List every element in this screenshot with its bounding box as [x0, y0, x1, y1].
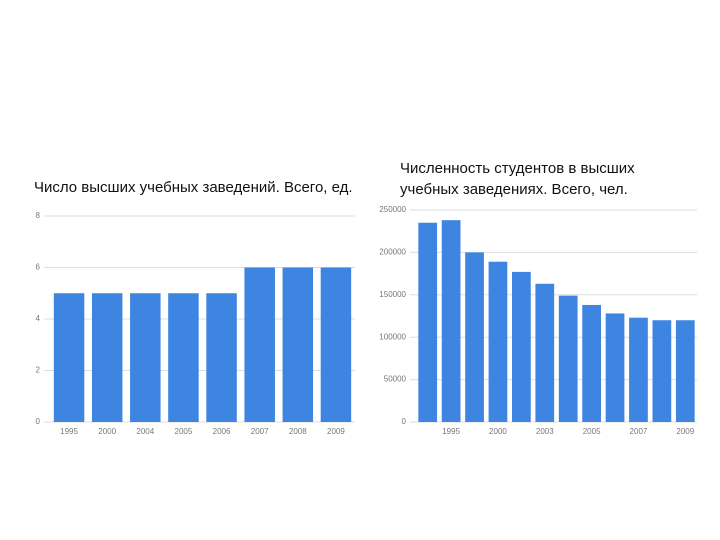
x-tick-label: 1995	[60, 427, 78, 436]
x-tick-label: 2009	[327, 427, 345, 436]
x-tick-label: 2006	[213, 427, 231, 436]
chart-title: Численность студентов в высших учебных з…	[400, 160, 635, 198]
bar	[629, 317, 648, 422]
bar	[582, 304, 601, 422]
bar	[465, 252, 484, 422]
x-tick-label: 2007	[630, 427, 648, 436]
x-tick-label: 2004	[136, 427, 154, 436]
bar	[605, 313, 625, 422]
x-tick-label: 2009	[676, 427, 694, 436]
x-tick-label: 1995	[442, 427, 460, 436]
bar	[535, 283, 555, 422]
y-tick-label: 100000	[379, 332, 406, 341]
y-tick-label: 0	[36, 417, 41, 426]
x-tick-label: 2005	[175, 427, 193, 436]
bar	[206, 293, 237, 422]
x-tick-label: 2000	[98, 427, 116, 436]
bar	[441, 220, 461, 422]
y-tick-label: 6	[36, 263, 41, 272]
y-tick-label: 50000	[384, 375, 407, 384]
bar	[244, 267, 275, 422]
bar	[53, 293, 85, 422]
bar	[168, 293, 199, 422]
bar	[130, 293, 161, 422]
y-tick-label: 8	[36, 211, 41, 220]
x-tick-label: 2007	[251, 427, 269, 436]
bar	[282, 267, 314, 422]
bar	[558, 295, 578, 422]
y-tick-label: 200000	[379, 248, 406, 257]
bar	[652, 320, 672, 422]
y-tick-label: 0	[402, 417, 407, 426]
y-tick-label: 250000	[379, 205, 406, 214]
x-tick-label: 2008	[289, 427, 307, 436]
y-tick-label: 4	[36, 314, 41, 323]
bar	[418, 222, 438, 422]
chart-title: Число высших учебных заведений. Всего, е…	[34, 179, 353, 196]
bar	[320, 267, 352, 422]
bar	[512, 271, 531, 422]
bar	[488, 261, 508, 422]
bar	[675, 320, 695, 422]
x-tick-label: 2000	[489, 427, 507, 436]
x-tick-label: 2005	[583, 427, 601, 436]
x-tick-label: 2003	[536, 427, 554, 436]
y-tick-label: 150000	[379, 290, 406, 299]
bar	[91, 293, 123, 422]
y-tick-label: 2	[36, 366, 41, 375]
